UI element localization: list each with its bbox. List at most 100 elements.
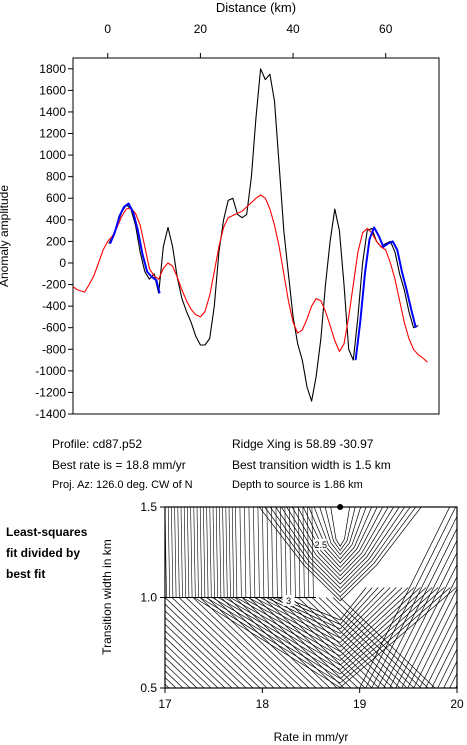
depth-to-source-text: Depth to source is 1.86 km — [232, 479, 363, 491]
contour-line — [222, 507, 225, 598]
side-label-line-3: best fit — [6, 567, 46, 581]
contour-line — [324, 507, 356, 552]
contour-line — [230, 587, 421, 661]
observed-profile-line — [108, 68, 419, 402]
contour-line — [431, 636, 457, 688]
y-tick-label: 0.5 — [140, 681, 157, 695]
contour-line — [266, 587, 385, 634]
contour-line — [190, 507, 193, 598]
contour-line — [291, 507, 389, 577]
contour-line — [383, 539, 457, 688]
contour-label-backdrop — [282, 594, 295, 606]
contour-line — [178, 597, 275, 688]
contour-line — [253, 507, 256, 598]
profile-name-text: Profile: cd87.p52 — [52, 437, 143, 451]
contour-line — [272, 587, 379, 630]
contour-line — [187, 507, 190, 598]
contour-line — [46, 598, 141, 689]
y-tick-label: -600 — [42, 321, 66, 335]
contour-line — [275, 507, 405, 589]
contour-line — [171, 597, 268, 688]
contour-line — [283, 597, 380, 688]
contour-line — [165, 650, 205, 688]
contour-line — [297, 597, 394, 688]
y-tick-label: 200 — [46, 234, 66, 248]
contour-line — [419, 612, 457, 688]
contour-line — [171, 507, 174, 598]
contour-line — [284, 587, 367, 621]
contour-line — [264, 507, 416, 598]
contour-label-backdrop — [314, 538, 327, 550]
y-tick-label: 1400 — [39, 105, 66, 119]
contour-line — [302, 507, 378, 568]
contour-line — [401, 575, 457, 688]
contour-line — [271, 507, 274, 598]
contour-line — [165, 630, 226, 688]
contour-line — [318, 597, 415, 688]
x-tick-label: 0 — [104, 22, 111, 36]
contour-line — [215, 507, 218, 598]
contour-line — [293, 507, 296, 598]
contour-line — [165, 610, 247, 688]
profile-series — [72, 68, 428, 402]
contour-line — [365, 507, 456, 688]
contour-line — [330, 507, 351, 547]
contour-line — [257, 507, 260, 598]
contour-line — [196, 507, 199, 598]
contour-line — [284, 507, 287, 598]
contour-line — [39, 598, 134, 689]
contour-line — [192, 597, 289, 688]
contour-line — [278, 587, 373, 625]
projection-azimuth-text: Proj. Az: 126.0 deg. CW of N — [52, 479, 193, 491]
x-tick-label: 18 — [256, 697, 270, 711]
contour-line — [371, 515, 457, 688]
contour-line — [209, 507, 212, 598]
contour-value-label: 3 — [286, 596, 291, 606]
contour-line — [302, 507, 305, 598]
contour-line — [236, 587, 415, 657]
ridge-crossing-text: Ridge Xing is 58.89 -30.97 — [232, 437, 374, 451]
contour-line — [289, 507, 292, 598]
contour-line — [339, 597, 436, 688]
contour-line — [200, 587, 451, 684]
y-tick-label: -800 — [42, 342, 66, 356]
y-tick-label: 1.0 — [140, 591, 157, 605]
contour-line — [165, 670, 184, 688]
contour-line — [165, 623, 233, 688]
contour-line — [213, 597, 310, 688]
contour-line — [219, 507, 222, 598]
contour-line — [325, 597, 422, 688]
y-tick-label: 1200 — [39, 127, 66, 141]
contour-line — [298, 507, 301, 598]
contour-line — [262, 597, 359, 688]
contour-line — [183, 507, 186, 598]
contour-line — [212, 587, 439, 675]
best-fit-marker — [337, 504, 344, 510]
contour-line — [311, 507, 314, 598]
contour-line — [286, 507, 394, 581]
contour-line — [241, 597, 338, 688]
contour-line — [244, 507, 247, 598]
contour-line — [297, 507, 384, 572]
contour-line — [165, 597, 261, 688]
contour-line — [165, 617, 240, 688]
y-tick-label: 1800 — [39, 62, 66, 76]
x-tick-label: 17 — [158, 697, 172, 711]
contour-line — [174, 507, 177, 598]
y-tick-label: 0 — [59, 256, 66, 270]
contour-line — [260, 587, 391, 639]
contour-y-axis-title: Transition width in km — [100, 539, 114, 655]
y-tick-label: 600 — [46, 191, 66, 205]
contour-line — [165, 663, 191, 688]
contour-line — [269, 597, 366, 688]
contour-line — [377, 527, 457, 688]
model-profile-line — [72, 194, 428, 363]
x-tick-label: 40 — [286, 22, 300, 36]
contour-line — [280, 507, 400, 585]
contour-line — [308, 507, 373, 564]
x-tick-label: 60 — [379, 22, 393, 36]
contour-line — [206, 597, 303, 688]
contour-line — [413, 600, 457, 688]
contour-line — [307, 507, 310, 598]
y-tick-label: -1200 — [35, 385, 66, 399]
